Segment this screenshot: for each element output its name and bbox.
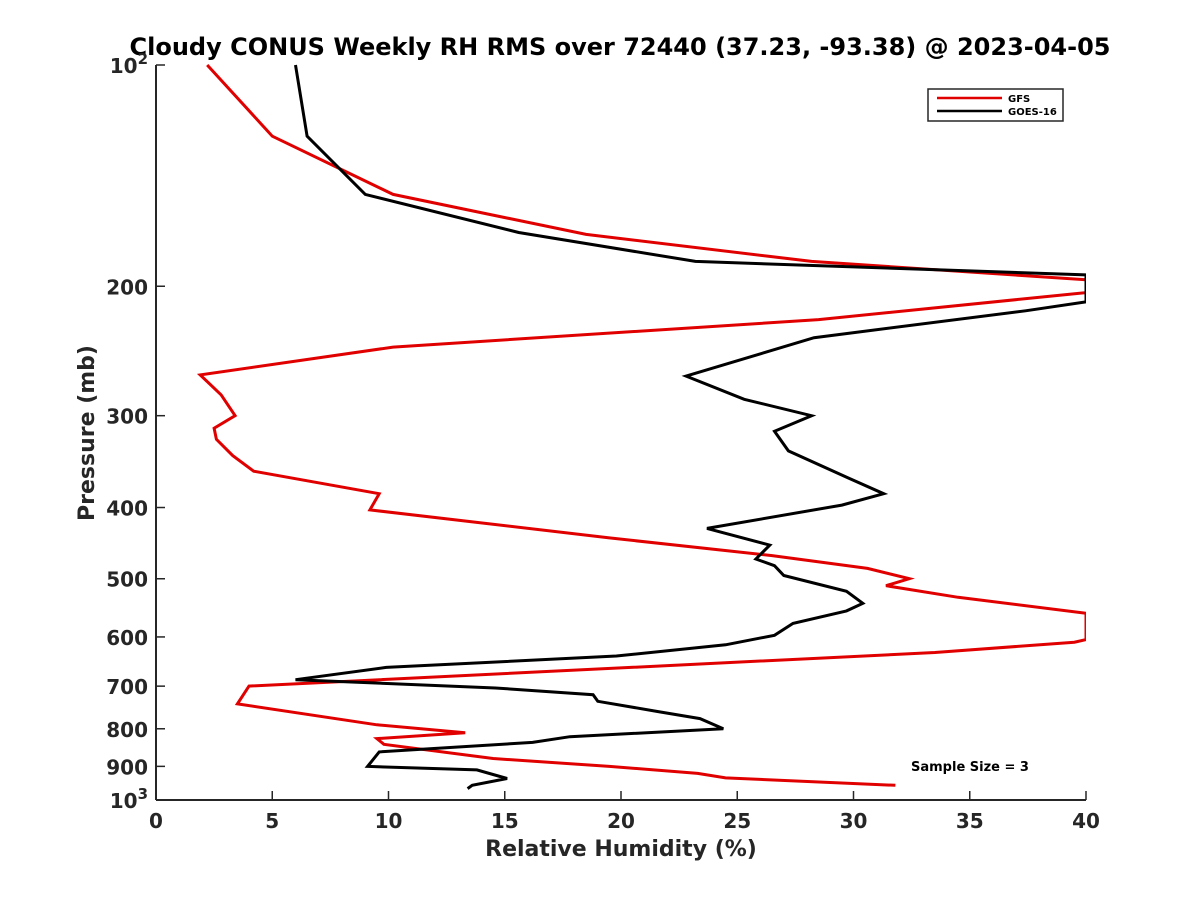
- y-ticks: 102 200 300 400 500 600 700 800 900 103: [106, 50, 165, 813]
- sample-size-annotation: Sample Size = 3: [911, 760, 1029, 775]
- x-axis-label: Relative Humidity (%): [485, 837, 757, 862]
- y-axis-label: Pressure (mb): [75, 345, 100, 521]
- legend-box: [927, 88, 1064, 122]
- series-line-goes16: [294, 64, 1086, 790]
- y-tick-label: 800: [106, 718, 148, 742]
- x-tick-label: 35: [956, 809, 984, 833]
- x-tick-label: 0: [149, 809, 163, 833]
- legend-label-goes16: GOES-16: [1008, 107, 1057, 118]
- legend-label-gfs: GFS: [1008, 94, 1030, 105]
- chart-title: Cloudy CONUS Weekly RH RMS over 72440 (3…: [130, 33, 1111, 61]
- y-tick-label: 700: [106, 675, 148, 699]
- legend: GFS GOES-16: [927, 88, 1064, 122]
- x-tick-label: 40: [1072, 809, 1100, 833]
- series-layer: [196, 63, 1086, 790]
- y-tick-label: 200: [106, 275, 148, 299]
- y-tick-label: 600: [106, 626, 148, 650]
- y-tick-label: 300: [106, 405, 148, 429]
- series-line-gfs: [196, 63, 1086, 787]
- x-tick-label: 10: [375, 809, 403, 833]
- y-tick-label: 500: [106, 568, 148, 592]
- x-tick-label: 25: [723, 809, 751, 833]
- y-tick-label: 103: [110, 785, 148, 813]
- x-tick-label: 5: [265, 809, 279, 833]
- y-tick-label: 102: [110, 50, 148, 78]
- x-tick-label: 15: [491, 809, 519, 833]
- y-tick-label: 400: [106, 497, 148, 521]
- y-tick-label: 900: [106, 755, 148, 779]
- x-tick-label: 20: [607, 809, 635, 833]
- x-tick-label: 30: [840, 809, 868, 833]
- x-ticks: 0 5 10 15 20 25 30 35 40: [149, 791, 1100, 833]
